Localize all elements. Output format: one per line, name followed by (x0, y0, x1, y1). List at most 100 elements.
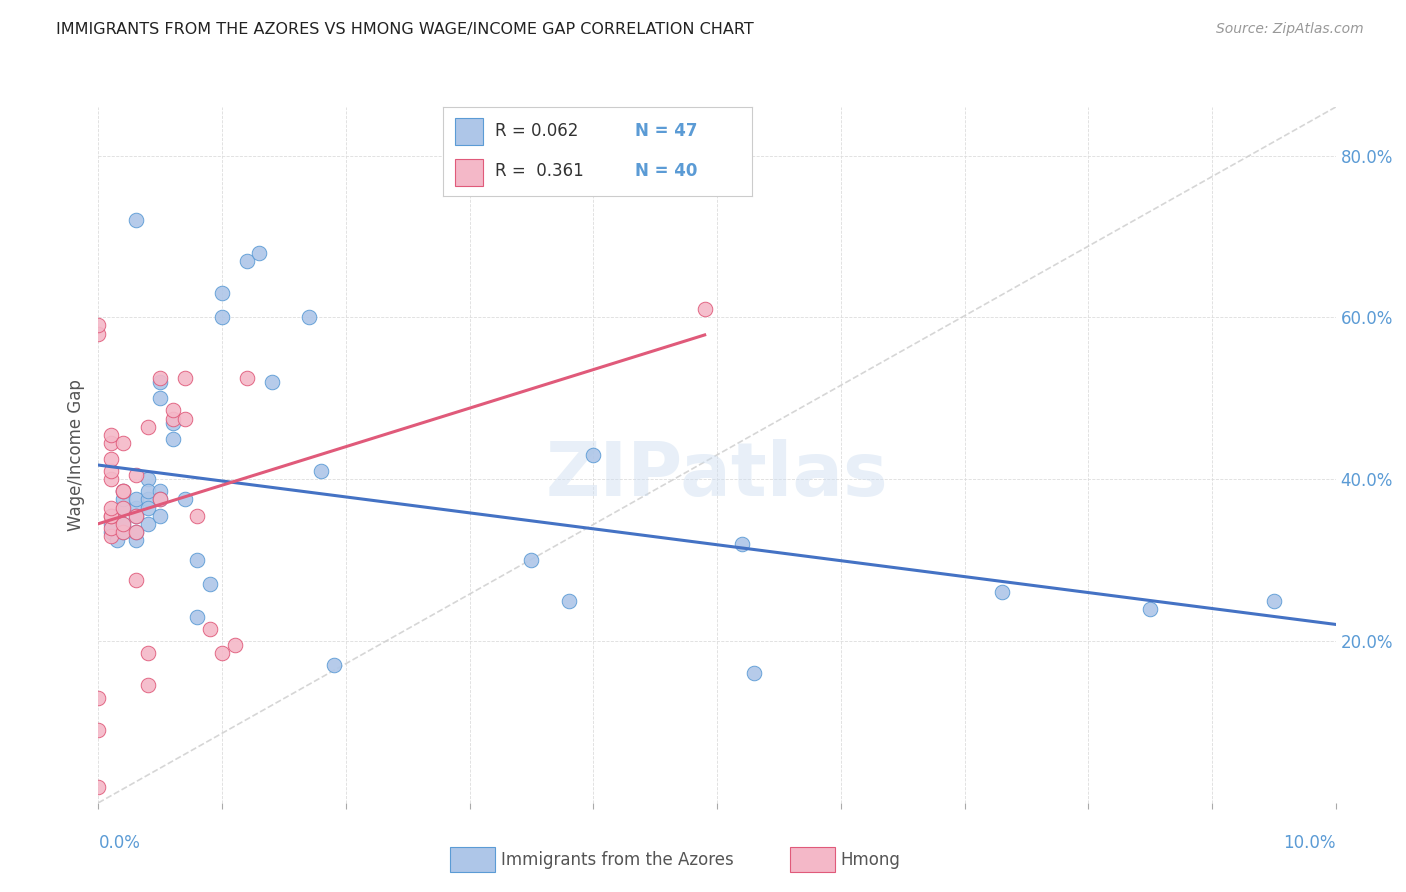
Point (186, 609, 208, 624)
Text: ZIPatlas: ZIPatlas (546, 439, 889, 512)
Point (198, 577, 221, 591)
Point (87, 690, 110, 705)
Point (186, 508, 208, 523)
Point (112, 484, 135, 499)
Point (731, 537, 754, 551)
Text: 0.0%: 0.0% (98, 834, 141, 852)
Point (136, 678, 159, 692)
Text: Hmong: Hmong (841, 851, 901, 869)
Point (100, 508, 122, 523)
Point (198, 622, 221, 636)
Point (136, 516, 159, 531)
Text: R = 0.062: R = 0.062 (495, 122, 579, 140)
Y-axis label: Wage/Income Gap: Wage/Income Gap (67, 379, 86, 531)
Point (136, 492, 159, 507)
Point (124, 508, 146, 523)
Text: IMMIGRANTS FROM THE AZORES VS HMONG WAGE/INCOME GAP CORRELATION CHART: IMMIGRANTS FROM THE AZORES VS HMONG WAGE… (56, 22, 754, 37)
Point (100, 524, 122, 539)
Point (236, 371, 259, 385)
Text: Immigrants from the Azores: Immigrants from the Azores (501, 851, 734, 869)
Point (136, 472, 159, 486)
Point (149, 492, 172, 507)
FancyBboxPatch shape (456, 118, 484, 145)
Point (100, 464, 122, 478)
Point (100, 472, 122, 486)
Point (112, 484, 135, 499)
Point (112, 484, 135, 499)
Point (298, 310, 321, 325)
Point (100, 521, 122, 535)
Point (260, 375, 283, 389)
Point (105, 533, 128, 547)
Point (211, 646, 233, 660)
Point (112, 500, 135, 515)
Point (124, 533, 146, 547)
Point (124, 524, 146, 539)
Point (112, 524, 135, 539)
Point (124, 492, 146, 507)
Text: Source: ZipAtlas.com: Source: ZipAtlas.com (1216, 22, 1364, 37)
Point (162, 411, 184, 425)
Point (136, 500, 159, 515)
Point (236, 253, 259, 268)
Point (149, 371, 172, 385)
Point (124, 213, 146, 227)
Point (112, 492, 135, 507)
Point (174, 492, 197, 507)
Point (1263, 593, 1285, 607)
Point (112, 435, 135, 450)
Point (520, 553, 543, 567)
Text: N = 47: N = 47 (634, 122, 697, 140)
Text: R =  0.361: R = 0.361 (495, 162, 585, 180)
Point (174, 371, 197, 385)
Point (136, 646, 159, 660)
Text: 10.0%: 10.0% (1284, 834, 1336, 852)
Point (124, 524, 146, 539)
Point (100, 500, 122, 515)
Point (1139, 601, 1161, 615)
Point (557, 593, 579, 607)
Point (100, 427, 122, 442)
Point (100, 435, 122, 450)
Point (149, 492, 172, 507)
Point (100, 516, 122, 531)
Point (100, 452, 122, 467)
Point (87, 318, 110, 333)
Point (149, 508, 172, 523)
Point (124, 508, 146, 523)
Point (100, 508, 122, 523)
Point (87, 326, 110, 341)
Point (247, 245, 270, 260)
Point (100, 529, 122, 543)
Point (124, 468, 146, 483)
Point (149, 484, 172, 499)
Point (224, 638, 246, 652)
Point (87, 723, 110, 737)
Point (322, 658, 344, 673)
Point (582, 448, 605, 462)
Point (162, 416, 184, 430)
Point (87, 780, 110, 794)
Point (112, 516, 135, 531)
Point (211, 310, 233, 325)
Point (112, 516, 135, 531)
Point (742, 666, 765, 681)
Point (309, 464, 332, 478)
Point (124, 574, 146, 588)
Point (112, 524, 135, 539)
Point (105, 508, 128, 523)
Point (162, 432, 184, 446)
Point (186, 553, 208, 567)
Point (136, 419, 159, 434)
Point (149, 392, 172, 406)
Point (162, 403, 184, 417)
Point (211, 286, 233, 301)
Point (124, 500, 146, 515)
Point (174, 411, 197, 425)
Point (112, 500, 135, 515)
Point (136, 484, 159, 499)
Point (990, 585, 1012, 599)
Point (693, 302, 716, 317)
FancyBboxPatch shape (456, 159, 484, 186)
Point (149, 375, 172, 389)
